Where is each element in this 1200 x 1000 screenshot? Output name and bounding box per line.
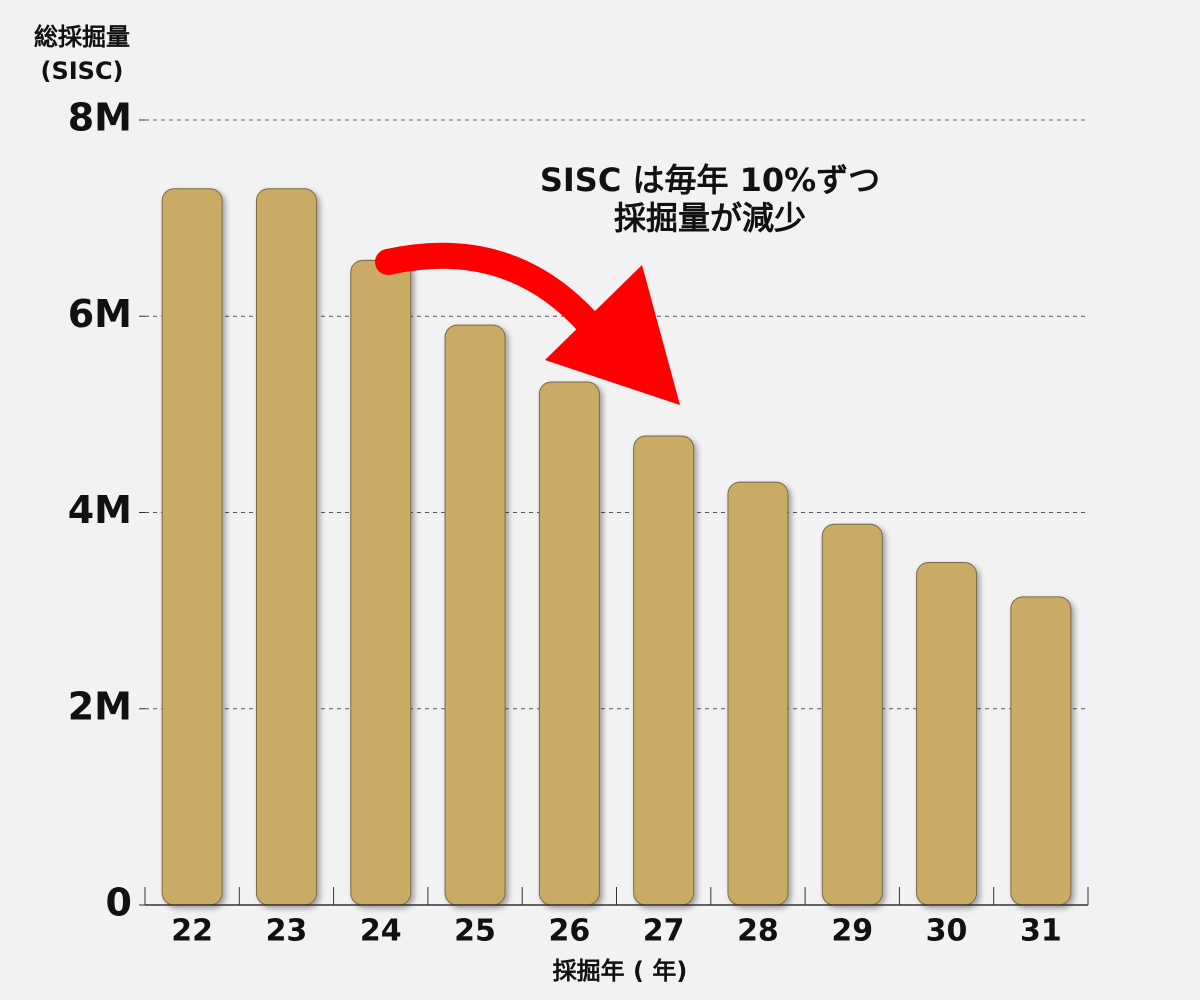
bar <box>444 324 506 906</box>
bar <box>1010 596 1072 906</box>
x-tick-label: 30 <box>926 914 968 949</box>
x-tick-label: 31 <box>1020 914 1062 949</box>
y-tick-label: 8M <box>68 96 132 140</box>
x-tick-label: 27 <box>643 914 685 949</box>
y-axis-label: 総採掘量 <box>34 23 130 51</box>
arrow <box>375 242 680 405</box>
x-tick-label: 28 <box>737 914 779 949</box>
x-tick-label: 23 <box>266 914 308 949</box>
bar <box>821 523 883 906</box>
x-tick-label: 25 <box>454 914 496 949</box>
x-tick-label: 24 <box>360 914 402 949</box>
bar <box>350 259 412 906</box>
bar <box>633 435 695 906</box>
x-tick-label: 22 <box>171 914 213 949</box>
x-axis-label: 採掘年 ( 年) <box>553 957 688 985</box>
y-tick-label: 6M <box>68 292 132 336</box>
bar <box>916 562 978 906</box>
x-tick-label: 29 <box>831 914 873 949</box>
plot: 0 2M 4M 6M 8M 22 23 24 25 26 27 28 29 30 31 <box>68 96 1089 949</box>
bar <box>255 188 317 906</box>
y-tick-label: 4M <box>68 488 132 532</box>
bar <box>538 381 600 906</box>
y-tick-label: 0 <box>106 881 132 925</box>
y-axis-label: (SISC) <box>40 57 123 85</box>
annotation: 採掘量が減少 <box>614 199 806 237</box>
x-tick-label: 26 <box>548 914 590 949</box>
arrow-head <box>545 265 680 405</box>
arrow-body <box>375 242 603 338</box>
y-tick-label: 2M <box>68 684 132 728</box>
annotation: SISC は毎年 10%ずつ <box>540 161 880 199</box>
bar <box>727 481 789 906</box>
bar <box>161 188 223 906</box>
